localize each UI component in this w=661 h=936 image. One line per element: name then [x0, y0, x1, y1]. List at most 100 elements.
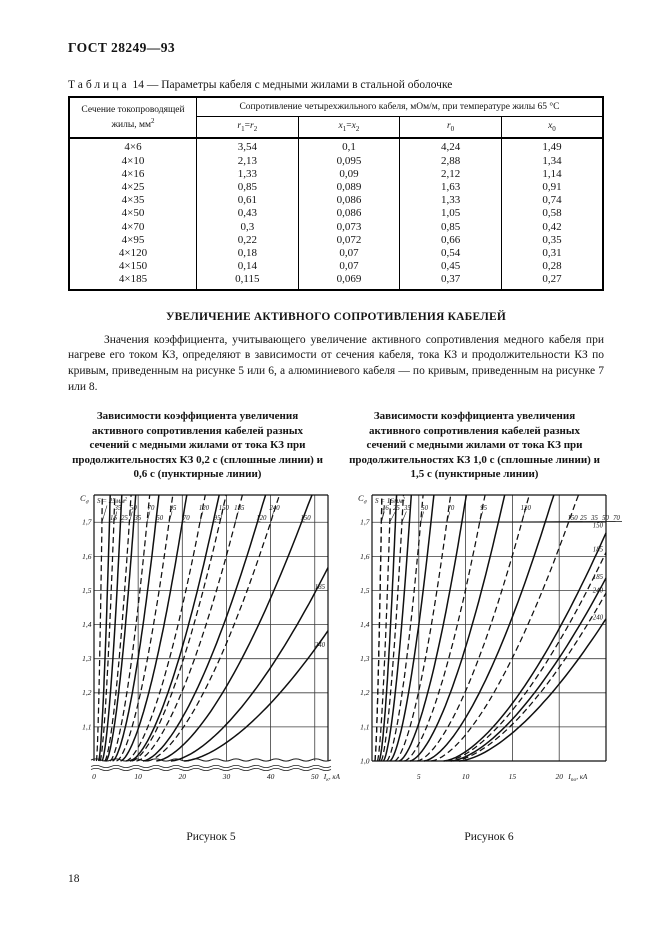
value-cell: 0,1 — [297, 138, 401, 155]
label-leader — [101, 504, 108, 522]
curve-35-solid — [382, 494, 413, 762]
curve-240-dashed — [146, 494, 281, 762]
value-cell: 0,74 — [500, 194, 604, 208]
y-tick-label: 1,4 — [360, 620, 370, 629]
label-leader — [182, 520, 186, 523]
value-cell: 0,85 — [399, 220, 502, 234]
y-axis-title: Сϑ — [80, 493, 89, 506]
value-cell: 0,069 — [297, 273, 401, 290]
value-cell: 0,072 — [297, 233, 401, 247]
curve-label: 185 — [315, 584, 326, 591]
curve-16-dashed — [374, 494, 383, 761]
table-row: 4×120 0,18 0,07 0,54 0,31 — [68, 246, 604, 261]
x-tick-label: 10 — [462, 772, 470, 781]
label-leader — [270, 511, 274, 522]
value-cell: 0,91 — [500, 180, 604, 195]
value-cell: 1,05 — [399, 207, 502, 221]
value-cell: 0,27 — [500, 273, 604, 290]
curve-50-dashed — [386, 494, 424, 762]
section-cell: 4×185 — [68, 273, 197, 290]
x-tick-label: 20 — [179, 772, 187, 781]
curve-label: 185 — [234, 505, 245, 512]
table-body: 4×6 3,54 0,1 4,24 1,49 4×10 2,13 0,095 2,88 1,34 4… — [68, 138, 604, 290]
value-cell: 1,63 — [399, 180, 502, 195]
value-cell: 0,3 — [196, 220, 299, 234]
table-caption-word: Таблица — [68, 79, 130, 91]
curve-label: 150 — [300, 515, 311, 522]
value-cell: 0,18 — [196, 246, 299, 261]
value-cell: 0,37 — [399, 273, 502, 290]
label-leader — [235, 511, 239, 522]
curve-25-dashed — [376, 494, 392, 761]
curve-label: 50 — [421, 505, 428, 512]
value-cell: 0,086 — [297, 207, 401, 221]
table-subheader: x1=x2 — [297, 116, 401, 139]
value-cell: 0,115 — [196, 273, 299, 290]
curve-label: 16 — [110, 515, 117, 522]
value-cell: 0,07 — [297, 260, 401, 274]
value-cell: 0,073 — [297, 220, 401, 234]
curve-185-dashed — [136, 494, 244, 762]
curve-35-solid — [105, 494, 137, 762]
table-header-group: Сопротивление четырехжильного кабеля, мО… — [196, 96, 604, 118]
body-paragraph: Значения коэффициента, учитывающего увел… — [68, 333, 604, 394]
section-cell: 4×6 — [68, 138, 197, 155]
value-cell: 0,42 — [500, 220, 604, 234]
axis-break-wave — [90, 764, 332, 768]
curve-35-dashed — [380, 494, 405, 761]
table-subheader-row: r1=r2 x1=x2 r0 x0 — [69, 116, 604, 139]
curve-25-dashed — [95, 494, 103, 761]
value-cell: 2,13 — [196, 154, 299, 168]
label-leader — [479, 511, 483, 522]
table-row: 4×70 0,3 0,073 0,85 0,42 — [68, 220, 604, 234]
curve-label: 120 — [256, 515, 267, 522]
curve-35-dashed — [99, 494, 116, 761]
table-subheader: r1=r2 — [196, 116, 299, 139]
label-leader — [420, 511, 424, 522]
value-cell: 0,61 — [196, 194, 299, 208]
axis-break-wave — [90, 767, 332, 771]
curve-label: 120 — [521, 505, 532, 512]
curve-120-dashed — [416, 494, 530, 762]
curve-240-solid — [458, 617, 607, 762]
curve-120-dashed — [125, 494, 206, 762]
curve-240-dashed — [453, 592, 607, 762]
table-row: 4×16 1,33 0,09 2,12 1,14 — [68, 167, 604, 181]
section-cell: 4×10 — [68, 154, 197, 168]
value-cell: 1,49 — [500, 138, 604, 155]
x-tick-label: 50 — [311, 772, 319, 781]
curve-50-solid — [389, 494, 435, 762]
curve-label: 50 — [602, 515, 609, 522]
y-tick-label: 1,3 — [82, 654, 92, 663]
curve-label: 70 — [148, 505, 155, 512]
curve-25-solid — [101, 494, 123, 762]
value-cell: 2,12 — [399, 167, 502, 181]
curve-70-dashed — [109, 494, 151, 762]
table-row: 4×6 3,54 0,1 4,24 1,49 — [68, 138, 604, 155]
label-leader — [146, 511, 151, 522]
curve-95-solid — [409, 494, 506, 762]
value-cell: 0,14 — [196, 260, 299, 274]
curve-label: 25 — [121, 515, 128, 522]
value-cell: 0,54 — [399, 246, 502, 261]
curve-label: 70 — [447, 505, 454, 512]
curve-185-solid — [170, 566, 329, 762]
value-cell: 1,33 — [399, 194, 502, 208]
section-heading: УВЕЛИЧЕНИЕ АКТИВНОГО СОПРОТИВЛЕНИЯ КАБЕЛ… — [166, 310, 506, 323]
curve-150-solid — [156, 494, 313, 762]
y-tick-label: 1,6 — [360, 551, 370, 560]
curve-70-solid — [398, 494, 468, 762]
label-leader — [113, 511, 118, 522]
label-leader — [257, 520, 261, 523]
x-tick-label: 15 — [509, 772, 517, 781]
y-tick-label: 1,7 — [82, 517, 92, 526]
x-tick-label: 10 — [134, 772, 142, 781]
label-leader — [120, 520, 124, 523]
x-axis-title: Iк, кА — [323, 772, 341, 783]
curve-label: 35 — [403, 505, 411, 512]
value-cell: 1,14 — [500, 167, 604, 181]
y-tick-label: 1,6 — [82, 551, 92, 560]
parameters-table: Сечение токопроводящей жилы, мм2 Сопроти… — [68, 96, 604, 291]
curve-label: 150 — [593, 522, 604, 529]
